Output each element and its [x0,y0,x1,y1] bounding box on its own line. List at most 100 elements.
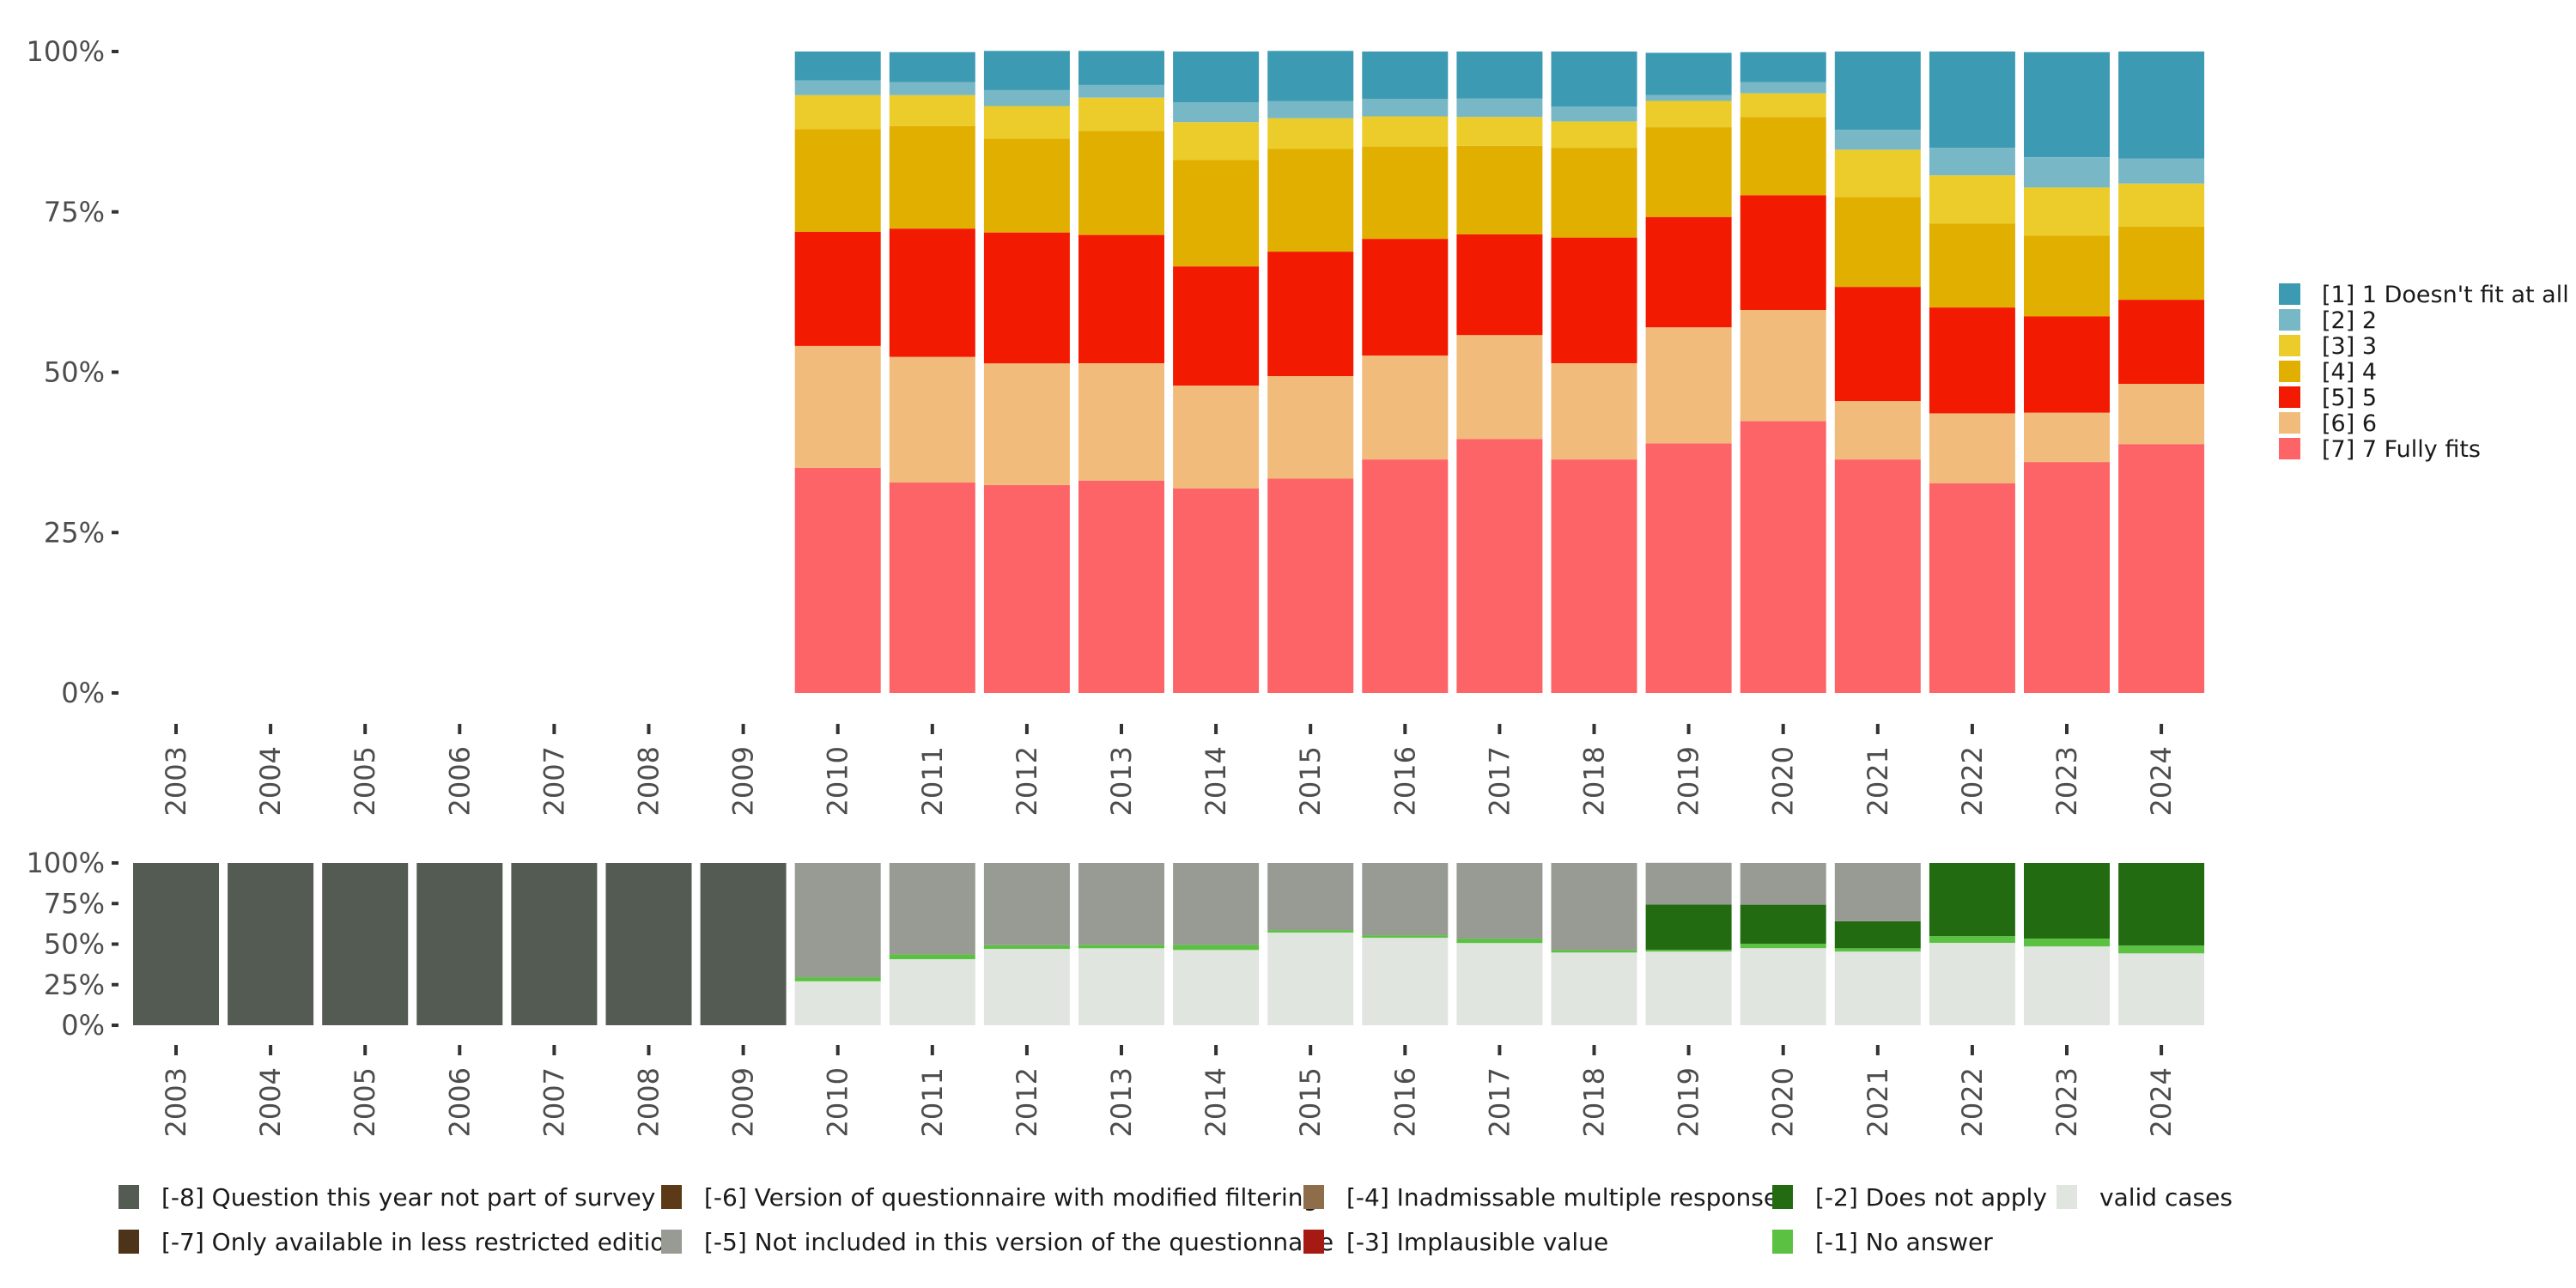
y-tick-label: 100% [27,847,105,879]
bar-segment-2014-7 [1173,945,1260,951]
x-tick-label: 2017 [1483,746,1516,816]
legend-label: [1] 1 Doesn't fit at all [2322,282,2569,308]
bar-segment-2015-0 [1267,51,1354,101]
bar-segment-2012-1 [983,89,1070,106]
bar-segment-2017-0 [1456,52,1543,99]
bar-segment-2012-5 [983,363,1070,485]
legend-label: [-4] Inadmissable multiple response [1346,1183,1778,1212]
bar-segment-2022-2 [1929,175,2015,224]
x-tick-label: 2003 [160,746,192,816]
bar-segment-2015-8 [1267,933,1354,1025]
x-tick-label: 2012 [1011,746,1043,816]
bar-segment-2012-0 [983,51,1070,90]
x-tick-label: 2013 [1105,1067,1138,1137]
bar-segment-2015-3 [1267,149,1354,252]
x-tick-label: 2005 [349,1067,381,1137]
bar-segment-2018-5 [1551,363,1637,460]
bar-segment-2016-3 [1362,146,1449,240]
bar-segment-2010-6 [794,467,881,693]
legend-swatch [2279,386,2300,408]
x-tick-label: 2024 [2145,1067,2178,1137]
bar-segment-2021-8 [1834,951,1921,1025]
bottom-x-axis: 2003 2004 2005 2006 2007 2008 2009 2010 2011 2012… [160,1045,2178,1137]
legend-swatch [118,1230,139,1254]
bar-segment-2016-1 [1362,99,1449,117]
legend-label: [-8] Question this year not part of surv… [161,1183,655,1212]
bar-segment-2014-1 [1173,102,1260,123]
legend-swatch [2279,309,2300,331]
bar-segment-2011-2 [889,94,975,126]
bar-segment-2013-4 [1078,234,1164,363]
x-tick-label: 2021 [1862,746,1894,816]
bar-segment-2024-6 [2118,444,2205,693]
bar-segment-2023-8 [2024,946,2110,1025]
legend-swatch [1303,1230,1324,1254]
legend-swatch [1303,1185,1324,1209]
bar-segment-2015-3 [1267,863,1354,931]
bar-segment-2016-7 [1362,935,1449,939]
y-tick-label: 50% [44,928,105,961]
x-tick-label: 2006 [443,746,476,816]
x-tick-label: 2018 [1578,746,1611,816]
bar-segment-2018-3 [1551,863,1637,951]
y-tick-label: 0% [61,1009,105,1042]
bar-segment-2010-0 [794,52,881,81]
x-tick-label: 2016 [1388,746,1421,816]
bar-segment-2024-4 [2118,300,2205,384]
y-tick-label: 25% [44,969,105,1001]
bar-segment-2021-6 [1834,459,1921,693]
bar-segment-2022-4 [1929,307,2015,414]
legend-swatch [2057,1185,2077,1209]
x-tick-label: 2006 [443,1067,476,1137]
bar-segment-2014-0 [1173,52,1260,102]
legend-swatch [1772,1230,1793,1254]
bar-segment-2010-3 [794,863,881,978]
bar-segment-2011-4 [889,228,975,357]
bar-segment-2012-2 [983,106,1070,139]
x-tick-label: 2018 [1578,1067,1611,1137]
x-tick-label: 2008 [633,746,665,816]
bar-segment-2014-3 [1173,863,1260,945]
bar-segment-2015-2 [1267,118,1354,149]
top-x-axis: 2003 2004 2005 2006 2007 2008 2009 2010 2011 2012… [160,724,2178,816]
bar-segment-2020-3 [1740,863,1826,905]
bar-segment-2012-3 [983,138,1070,233]
x-tick-label: 2022 [1956,1067,1989,1137]
bar-segment-2016-0 [1362,52,1449,100]
y-tick-label: 75% [44,887,105,920]
x-tick-label: 2004 [254,746,287,816]
x-tick-label: 2010 [822,1067,854,1137]
bar-segment-2024-1 [2118,158,2205,184]
bar-segment-2024-2 [2118,183,2205,227]
bar-segment-2016-4 [1362,239,1449,356]
bar-segment-2012-4 [983,232,1070,364]
bar-segment-2021-4 [1834,287,1921,402]
bar-segment-2020-6 [1740,904,1826,945]
bar-segment-2012-8 [983,949,1070,1025]
x-tick-label: 2011 [916,746,949,816]
x-tick-label: 2019 [1673,746,1705,816]
bar-segment-2020-2 [1740,93,1826,118]
bar-segment-2020-1 [1740,82,1826,94]
x-tick-label: 2014 [1200,746,1232,816]
bar-segment-2013-2 [1078,97,1164,131]
bar-segment-2022-8 [1929,943,2015,1025]
x-tick-label: 2005 [349,746,381,816]
legend-label: [-3] Implausible value [1346,1228,1608,1256]
bar-segment-2012-3 [983,863,1070,945]
legend-swatch [118,1185,139,1209]
bar-segment-2015-5 [1267,376,1354,479]
y-tick-label: 50% [44,356,105,389]
x-tick-label: 2010 [822,746,854,816]
bar-segment-2015-4 [1267,252,1354,376]
y-tick-label: 100% [27,35,105,68]
legend-label: [7] 7 Fully fits [2322,436,2481,463]
bar-segment-2024-3 [2118,226,2205,301]
bar-segment-2022-1 [1929,148,2015,176]
x-tick-label: 2009 [727,1067,760,1137]
bar-segment-2021-3 [1834,197,1921,288]
x-tick-label: 2007 [538,1067,570,1137]
bar-segment-2022-6 [1929,483,2015,693]
bar-segment-2012-6 [983,485,1070,693]
